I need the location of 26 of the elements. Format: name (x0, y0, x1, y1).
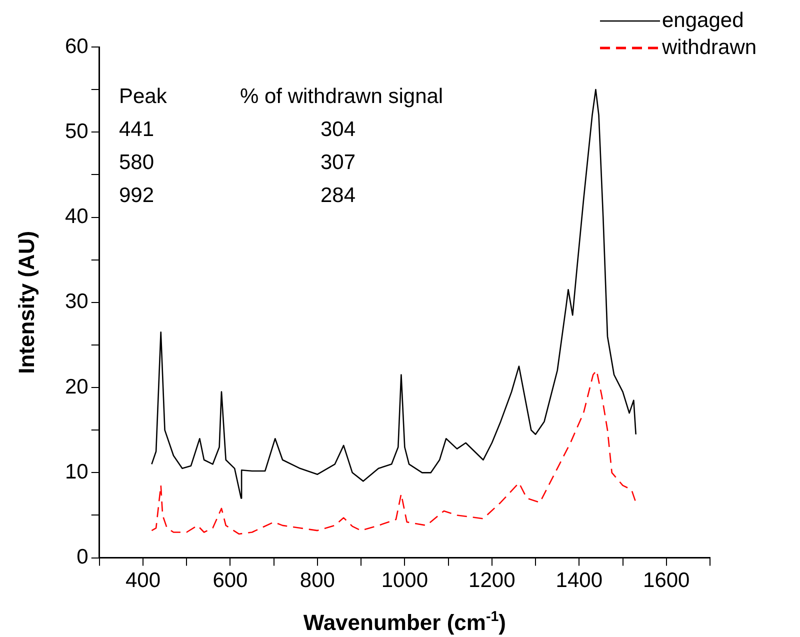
y-tick-label: 30 (65, 290, 88, 314)
annotation: Peak (119, 85, 168, 108)
x-tick-label: 1600 (643, 569, 690, 592)
y-tick-label: 20 (65, 375, 88, 398)
legend-label: withdrawn (661, 36, 757, 59)
x-tick-label: 800 (300, 569, 335, 592)
y-axis-title: Intensity (AU) (14, 230, 39, 374)
annotation: 307 (320, 151, 356, 174)
annotation: % of withdrawn signal (240, 85, 444, 108)
annotation: 992 (119, 184, 154, 207)
annotation: 304 (320, 118, 356, 141)
annotation: 284 (320, 184, 356, 207)
y-tick-label: 40 (65, 205, 88, 228)
y-tick-label: 0 (76, 546, 88, 569)
y-tick-label: 50 (65, 120, 88, 143)
annotation: 580 (119, 151, 154, 174)
y-tick-label: 60 (65, 34, 88, 58)
x-tick-label: 400 (125, 569, 160, 592)
x-tick-label: 1400 (556, 569, 603, 592)
annotation: 441 (119, 118, 154, 141)
legend-label: engaged (662, 8, 744, 32)
line-series (151, 370, 636, 535)
x-tick-label: 1000 (381, 569, 428, 592)
y-tick-label: 10 (65, 460, 88, 484)
x-tick-label: 1200 (468, 569, 516, 592)
x-tick-label: 600 (212, 569, 248, 592)
